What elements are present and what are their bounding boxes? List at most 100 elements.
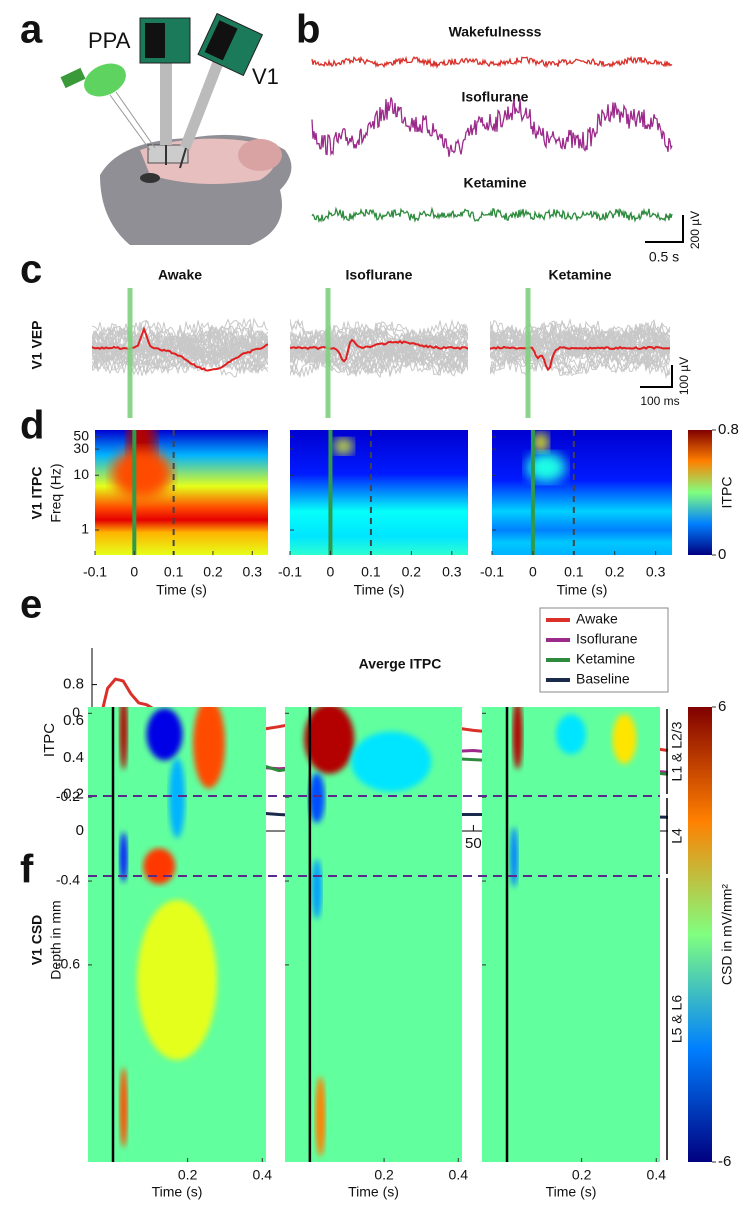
probe-label: V1 bbox=[252, 64, 279, 89]
legend-label: Awake bbox=[576, 611, 618, 627]
y-axis-label: V1 ITPC bbox=[29, 467, 45, 520]
heatmap bbox=[492, 430, 672, 555]
legend-label: Baseline bbox=[576, 671, 630, 687]
vep-average bbox=[490, 345, 670, 372]
heatmap bbox=[88, 707, 266, 1162]
y-tick-label: -0.6 bbox=[56, 956, 80, 972]
panel-label: a bbox=[20, 8, 43, 52]
scale-bar bbox=[645, 215, 684, 243]
heatmap-blob bbox=[111, 448, 172, 499]
y-tick-label: 0.2 bbox=[63, 785, 84, 802]
heatmap-blob bbox=[143, 848, 176, 885]
heatmap-blob bbox=[612, 713, 637, 764]
x-tick-label: 0.2 bbox=[374, 1167, 394, 1183]
x-axis-label: Time (s) bbox=[348, 1184, 399, 1200]
colorbar-label: 0.8 bbox=[718, 421, 739, 438]
y-tick-label: -0.4 bbox=[56, 872, 80, 888]
vep-trial bbox=[490, 348, 670, 380]
y-tick-label: 0 bbox=[72, 704, 80, 720]
heatmap-blob bbox=[532, 432, 549, 453]
scale-bar bbox=[640, 365, 673, 388]
layer-label: L1 & L2/3 bbox=[669, 721, 685, 781]
heatmap-blob bbox=[169, 758, 185, 838]
vep-traces bbox=[490, 317, 670, 380]
scale-label: 100 µV bbox=[677, 357, 691, 395]
vep-trial bbox=[92, 320, 268, 350]
y-axis-label: V1 VEP bbox=[29, 320, 45, 369]
heatmap-blob bbox=[119, 1067, 128, 1148]
legend-label: Ketamine bbox=[576, 651, 635, 667]
vep-trial bbox=[490, 334, 670, 365]
heatmap-blob bbox=[119, 707, 128, 770]
vep-trial bbox=[490, 337, 670, 368]
heatmap-blob bbox=[351, 731, 432, 792]
y-tick-label: 1 bbox=[81, 521, 89, 537]
probe-label: PPA bbox=[88, 28, 131, 53]
colorbar bbox=[688, 430, 712, 555]
colorbar-title: ITPC bbox=[719, 477, 735, 509]
heatmap bbox=[482, 707, 660, 1162]
y-axis-label: Freq (Hz) bbox=[48, 463, 64, 522]
x-axis-label: Time (s) bbox=[152, 1184, 203, 1200]
panel-label: c bbox=[20, 248, 42, 292]
y-tick-label: -0.2 bbox=[56, 788, 80, 804]
heatmap-bg bbox=[482, 707, 660, 1162]
x-tick-label: 0.4 bbox=[647, 1167, 667, 1183]
x-tick-label: 0.2 bbox=[203, 564, 223, 580]
colorbar-label: -6 bbox=[718, 1153, 731, 1170]
x-tick-label: 0.2 bbox=[572, 1167, 592, 1183]
vep-trial bbox=[490, 325, 670, 355]
y-tick-label: 30 bbox=[73, 440, 89, 456]
heatmap bbox=[290, 430, 468, 555]
y-axis-label: ITPC bbox=[41, 723, 58, 757]
x-tick-label: -0.1 bbox=[480, 564, 504, 580]
panel-label: f bbox=[20, 848, 34, 892]
y-axis-label: Depth in mm bbox=[48, 900, 64, 979]
scale-label: 200 µV bbox=[688, 211, 702, 249]
x-axis-label: Time (s) bbox=[156, 582, 207, 598]
y-tick-label: 0.6 bbox=[63, 712, 84, 729]
heatmap bbox=[285, 707, 462, 1162]
scale-label: 100 ms bbox=[640, 394, 679, 408]
panel-label: d bbox=[20, 404, 44, 448]
condition-title: Isoflurane bbox=[346, 267, 413, 283]
trace-title: Isoflurane bbox=[462, 89, 529, 105]
heatmap-blob bbox=[146, 708, 183, 761]
heatmap-blob bbox=[311, 859, 322, 919]
heatmap-blob bbox=[308, 773, 325, 823]
x-tick-label: 0 bbox=[529, 564, 537, 580]
colorbar-label: 6 bbox=[718, 698, 726, 715]
chart-title: Averge ITPC bbox=[359, 656, 442, 672]
x-tick-label: -0.1 bbox=[83, 564, 107, 580]
vep-trial bbox=[290, 320, 468, 351]
colorbar-title: CSD in mV/mm² bbox=[719, 884, 735, 985]
x-tick-label: 0.3 bbox=[243, 564, 263, 580]
heatmap-blob bbox=[556, 714, 586, 755]
y-tick-label: 0.8 bbox=[63, 676, 84, 693]
x-tick-label: 0 bbox=[327, 564, 335, 580]
vep-average bbox=[92, 326, 268, 372]
heatmap-blob bbox=[137, 900, 217, 1060]
heatmap-bg bbox=[492, 430, 672, 555]
x-tick-label: 0.2 bbox=[402, 564, 422, 580]
y-axis-label: V1 CSD bbox=[29, 915, 45, 966]
x-tick-label: 0.3 bbox=[442, 564, 462, 580]
vep-average bbox=[290, 338, 468, 363]
legend-label: Isoflurane bbox=[576, 631, 638, 647]
vep-trial bbox=[490, 326, 670, 358]
x-tick-label: 0.2 bbox=[605, 564, 625, 580]
trace bbox=[311, 55, 673, 69]
x-tick-label: 50 bbox=[465, 835, 482, 852]
vep-trial bbox=[490, 324, 670, 354]
panel-label: e bbox=[20, 583, 42, 627]
colorbar bbox=[688, 707, 712, 1162]
x-tick-label: 0.4 bbox=[449, 1167, 469, 1183]
panel-label: b bbox=[296, 8, 320, 52]
scale-label: 0.5 s bbox=[649, 249, 679, 265]
x-tick-label: 0.2 bbox=[178, 1167, 198, 1183]
condition-title: Awake bbox=[158, 267, 202, 283]
vep-trial bbox=[92, 333, 268, 365]
x-tick-label: 0 bbox=[130, 564, 138, 580]
heatmap-blob bbox=[193, 707, 226, 789]
